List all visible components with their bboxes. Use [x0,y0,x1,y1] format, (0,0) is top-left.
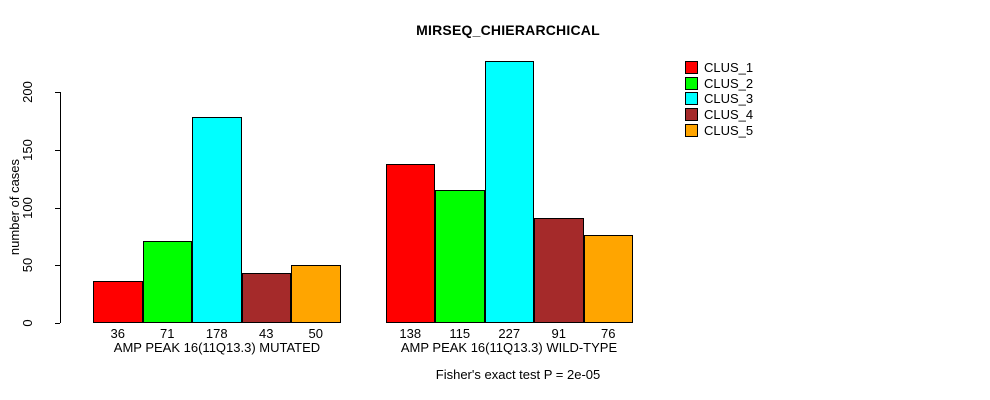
y-tick-label: 0 [20,319,35,327]
y-tick-label: 150 [20,138,35,161]
bar-value-label: 115 [449,326,471,341]
legend-label: CLUS_2 [704,75,754,91]
legend-row-clus_2: CLUS_2 [685,76,753,92]
bar-value-label: 227 [498,326,521,341]
bar-clus_1-group2 [385,163,435,323]
bar-clus_1-group1 [93,281,143,323]
legend-row-clus_4: CLUS_4 [685,107,753,123]
legend-row-clus_5: CLUS_5 [685,122,753,138]
legend-swatch-icon [685,76,698,90]
y-tick-mark [55,92,60,93]
bar-value-label: 76 [601,326,616,341]
bar-value-label: 36 [110,326,125,341]
chart-title: MIRSEQ_CHIERARCHICAL [416,22,600,38]
y-axis-line [60,92,61,323]
bar-clus_3-group1 [192,117,242,323]
bar-value-label: 43 [259,326,274,341]
legend-label: CLUS_4 [704,107,754,123]
legend-swatch-icon [685,61,698,75]
bar-clus_5-group1 [291,265,341,323]
legend-row-clus_3: CLUS_3 [685,91,753,107]
legend-label: CLUS_1 [704,60,754,76]
bar-clus_2-group1 [142,240,192,323]
bar-value-label: 91 [551,326,566,341]
fisher-test-annotation: Fisher's exact test P = 2e-05 [435,367,601,382]
y-tick-mark [55,207,60,209]
y-tick-mark [55,149,60,151]
y-tick-label: 200 [20,81,35,103]
legend-swatch-icon [685,108,698,122]
bar-clus_3-group2 [484,60,534,323]
y-tick-label: 50 [20,258,35,273]
y-tick-mark [55,265,60,267]
group-label-wild-type: AMP PEAK 16(11Q13.3) WILD-TYPE [400,340,618,355]
bar-clus_4-group2 [534,217,584,323]
bar-value-label: 178 [205,326,228,341]
bar-clus_4-group1 [241,273,291,323]
legend: CLUS_1 CLUS_2 CLUS_3 CLUS_4 CLUS_5 [685,60,753,138]
legend-label: CLUS_3 [704,91,754,107]
bar-clus_2-group2 [435,190,485,323]
bar-clus_5-group2 [583,235,633,323]
y-tick-mark [55,323,60,324]
bar-value-label: 71 [160,326,175,341]
bar-value-label: 50 [308,326,323,341]
group-label-mutated: AMP PEAK 16(11Q13.3) MUTATED [113,340,321,355]
y-axis-label: number of cases [7,158,22,256]
bar-value-label: 138 [399,326,422,341]
legend-row-clus_1: CLUS_1 [685,60,753,76]
legend-label: CLUS_5 [704,122,754,138]
legend-swatch-icon [685,123,698,137]
legend-swatch-icon [685,92,698,106]
y-tick-label: 100 [20,196,35,219]
